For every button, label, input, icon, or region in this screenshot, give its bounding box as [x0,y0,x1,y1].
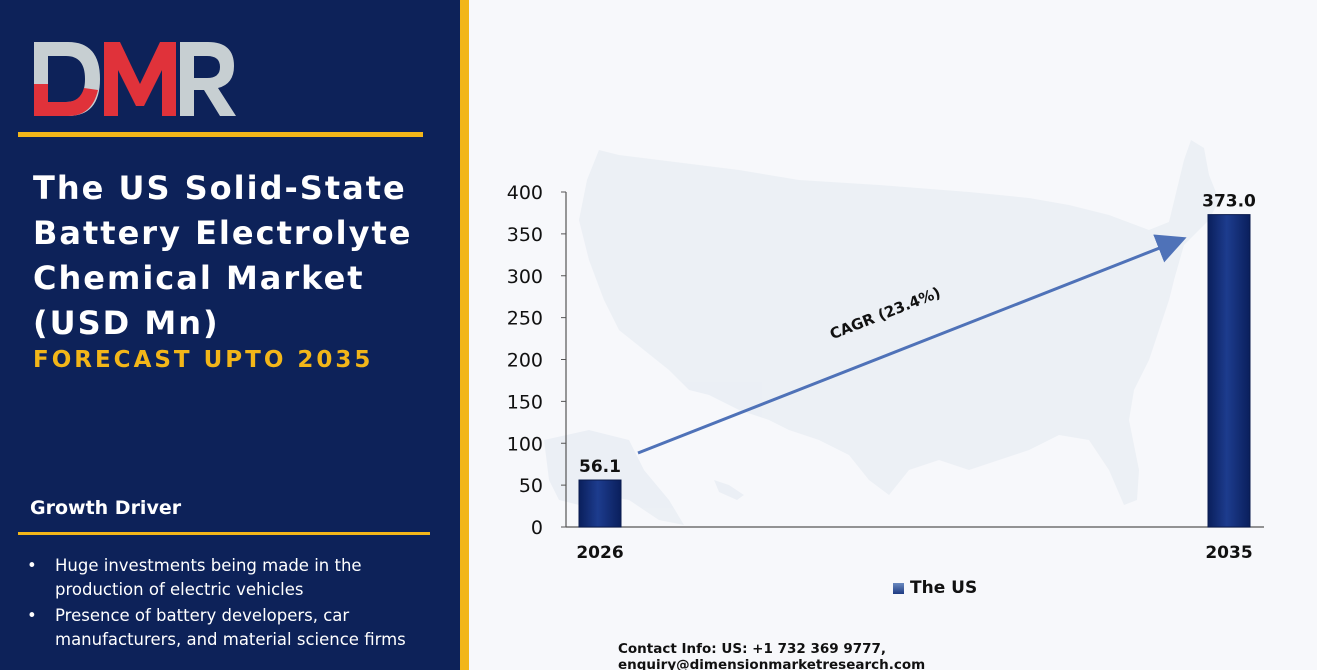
y-tick-label: 200 [507,350,543,372]
y-tick-label: 150 [507,391,543,413]
logo-letter-d-accent [34,84,98,116]
bar-2035 [1207,214,1251,528]
bar-chart: 0 50 100 150 200 250 300 350 400 2026 2035 56.1 37… [507,140,1264,563]
y-tick-label: 300 [507,266,543,288]
y-tick-label: 350 [507,224,543,246]
y-tick-label: 50 [519,475,543,497]
logo-underline [18,132,423,137]
legend-label: The US [910,578,978,598]
logo-letter-m [104,42,176,116]
growth-driver-item: Huge investments being made in the produ… [27,554,452,602]
legend-swatch [893,582,904,594]
bar-2026 [578,479,622,528]
chart-legend: The US [893,578,977,598]
y-tick-label: 250 [507,308,543,330]
y-tick-label: 400 [507,182,543,204]
bar-value-label: 373.0 [1202,192,1256,212]
data-labels: 56.1 373.0 [579,192,1256,477]
logo-letter-r [180,42,236,116]
panel-divider [460,0,469,670]
x-category-label: 2026 [576,543,623,563]
us-map-watermark [544,140,1219,525]
chart-title: The US Solid-State Battery Electrolyte C… [33,169,413,342]
cagr-trend-arrow [637,234,1187,455]
dmr-logo [34,42,236,116]
x-category-label: 2035 [1205,543,1252,563]
bar-series [578,214,1251,528]
contact-info: Contact Info: US: +1 732 369 9777, enqui… [618,641,926,670]
growth-driver-item: Presence of battery developers, car manu… [27,604,452,652]
x-axis-labels: 2026 2035 [576,543,1252,563]
y-tick-label: 100 [507,433,543,455]
growth-driver-heading: Growth Driver [30,497,182,519]
forecast-subtitle: FORECAST UPTO 2035 [33,347,374,373]
y-axis-ticks: 0 50 100 150 200 250 300 350 400 [507,182,566,539]
bar-value-label: 56.1 [579,457,621,477]
growth-driver-underline [18,532,430,535]
growth-driver-list: Huge investments being made in the produ… [27,554,452,654]
y-tick-label: 0 [531,517,543,539]
